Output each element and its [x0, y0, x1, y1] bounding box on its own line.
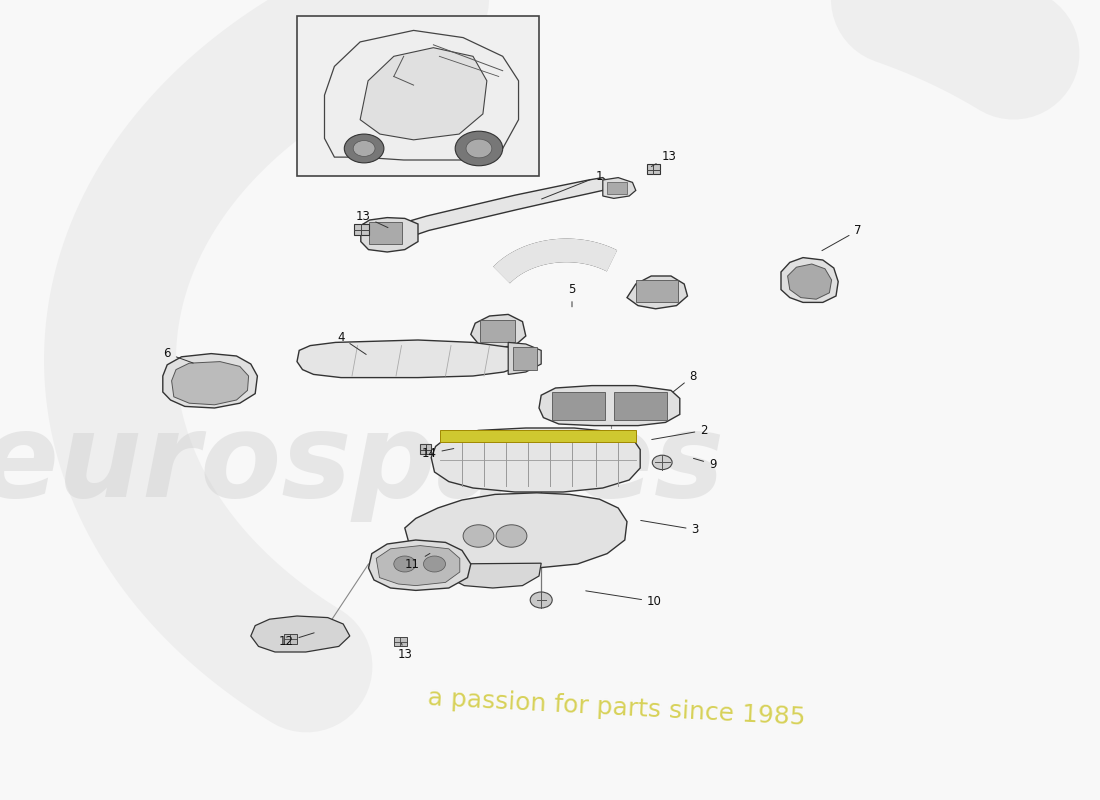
Polygon shape — [251, 616, 350, 652]
Polygon shape — [471, 314, 526, 348]
Polygon shape — [647, 164, 660, 174]
Polygon shape — [394, 637, 407, 646]
Circle shape — [353, 141, 375, 157]
Circle shape — [463, 525, 494, 547]
Circle shape — [344, 134, 384, 163]
Polygon shape — [324, 30, 518, 160]
Text: 2: 2 — [651, 424, 707, 439]
Polygon shape — [360, 48, 487, 140]
Polygon shape — [480, 320, 515, 342]
Text: 14: 14 — [421, 447, 454, 460]
Polygon shape — [552, 392, 605, 420]
Text: 4: 4 — [338, 331, 366, 354]
Polygon shape — [440, 563, 541, 588]
Polygon shape — [172, 362, 249, 405]
Text: a passion for parts since 1985: a passion for parts since 1985 — [427, 686, 805, 730]
Polygon shape — [508, 342, 541, 374]
Text: 1: 1 — [541, 170, 603, 199]
FancyBboxPatch shape — [297, 16, 539, 176]
Circle shape — [652, 455, 672, 470]
Text: 9: 9 — [693, 458, 716, 470]
Circle shape — [424, 556, 446, 572]
Polygon shape — [297, 340, 519, 378]
Polygon shape — [431, 428, 640, 492]
Text: eurospares: eurospares — [0, 406, 725, 522]
Text: 3: 3 — [640, 521, 698, 536]
Polygon shape — [788, 264, 832, 299]
Text: 13: 13 — [355, 210, 388, 228]
Polygon shape — [614, 392, 667, 420]
Circle shape — [496, 525, 527, 547]
Polygon shape — [539, 386, 680, 426]
Polygon shape — [607, 182, 627, 194]
Text: 6: 6 — [164, 347, 194, 363]
Polygon shape — [361, 218, 418, 252]
Polygon shape — [363, 178, 610, 240]
Polygon shape — [781, 258, 838, 302]
Circle shape — [455, 131, 503, 166]
Polygon shape — [636, 280, 678, 302]
Polygon shape — [405, 493, 627, 568]
Polygon shape — [284, 634, 297, 644]
Circle shape — [530, 592, 552, 608]
Polygon shape — [368, 540, 471, 590]
Polygon shape — [420, 444, 431, 454]
Polygon shape — [354, 224, 368, 235]
Text: 13: 13 — [397, 643, 412, 661]
Text: 13: 13 — [651, 150, 676, 166]
Polygon shape — [603, 178, 636, 198]
Text: 10: 10 — [585, 591, 662, 608]
Polygon shape — [513, 347, 537, 370]
Text: 8: 8 — [673, 370, 696, 392]
Polygon shape — [368, 222, 402, 244]
Text: 7: 7 — [822, 224, 861, 250]
Polygon shape — [376, 546, 460, 586]
Polygon shape — [627, 276, 688, 309]
Text: 12: 12 — [278, 633, 315, 648]
Polygon shape — [163, 354, 257, 408]
FancyBboxPatch shape — [440, 430, 636, 442]
Text: 11: 11 — [405, 554, 430, 570]
Circle shape — [466, 139, 492, 158]
Text: 5: 5 — [569, 283, 575, 307]
Circle shape — [394, 556, 416, 572]
